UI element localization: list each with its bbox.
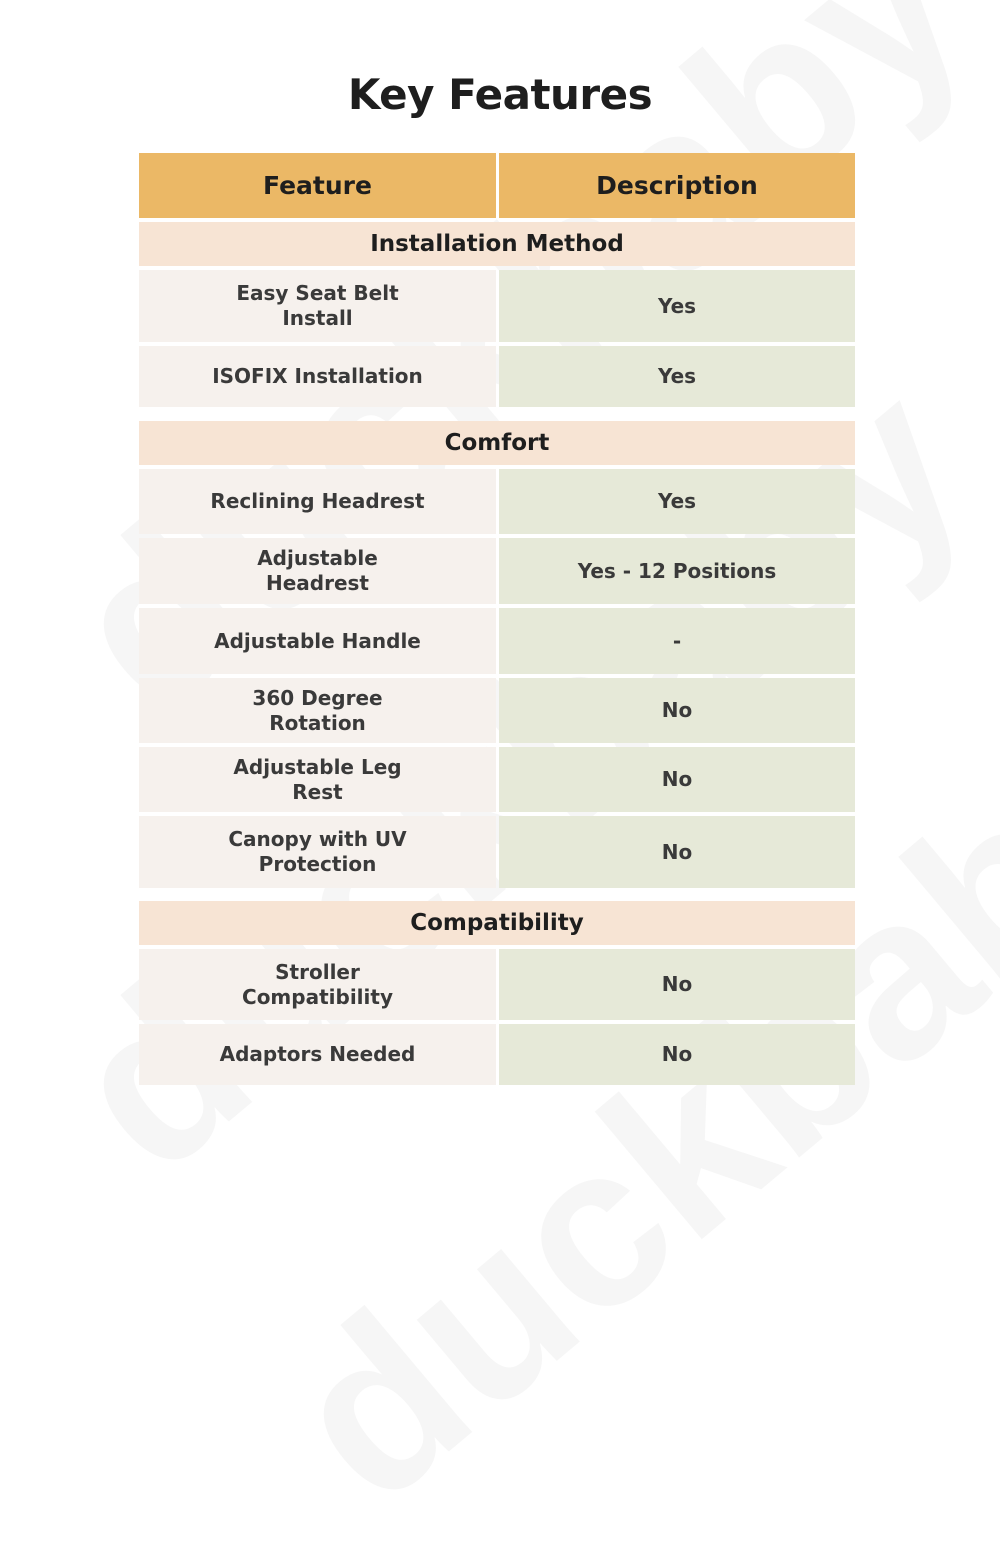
feature-cell: Adjustable Headrest [139, 538, 496, 604]
feature-cell: Adjustable Leg Rest [139, 747, 496, 812]
description-cell: Yes [499, 469, 855, 534]
feature-cell: Stroller Compatibility [139, 949, 496, 1020]
column-header-feature: Feature [139, 153, 496, 218]
page-title: Key Features [347, 70, 653, 119]
column-header-description: Description [499, 153, 855, 218]
section-header: Compatibility [139, 901, 855, 945]
feature-cell: Adjustable Handle [139, 608, 496, 674]
section-header: Installation Method [139, 222, 855, 266]
description-cell: Yes [499, 346, 855, 407]
description-cell: Yes [499, 270, 855, 342]
description-cell: - [499, 608, 855, 674]
section-header: Comfort [139, 421, 855, 465]
feature-cell: Easy Seat Belt Install [139, 270, 496, 342]
feature-cell: Reclining Headrest [139, 469, 496, 534]
description-cell: No [499, 747, 855, 812]
feature-cell: 360 Degree Rotation [139, 678, 496, 743]
feature-cell: Canopy with UV Protection [139, 816, 496, 888]
description-cell: No [499, 1024, 855, 1085]
feature-cell: ISOFIX Installation [139, 346, 496, 407]
description-cell: No [499, 816, 855, 888]
description-cell: Yes - 12 Positions [499, 538, 855, 604]
feature-cell: Adaptors Needed [139, 1024, 496, 1085]
description-cell: No [499, 949, 855, 1020]
description-cell: No [499, 678, 855, 743]
